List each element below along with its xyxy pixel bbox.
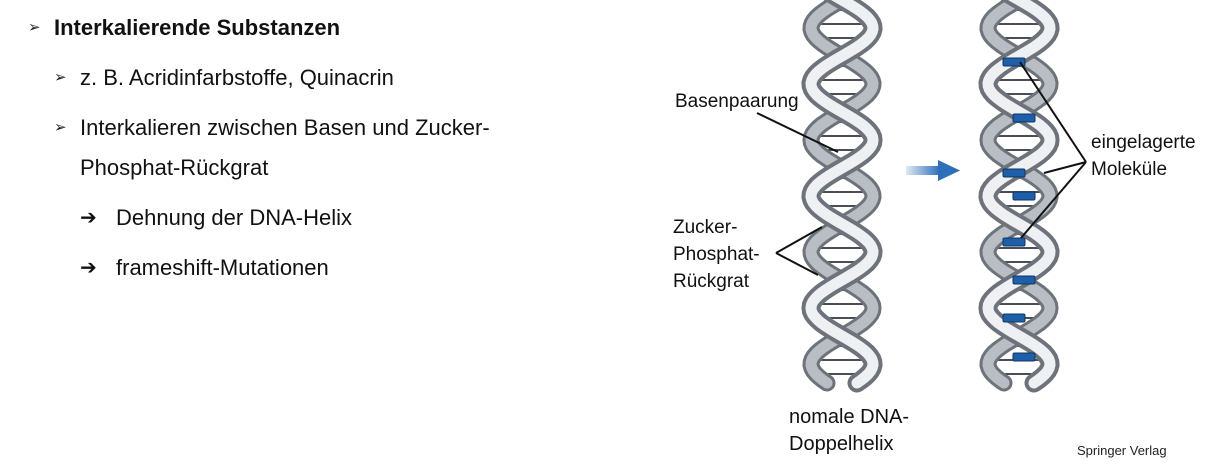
arrow2-text: frameshift-Mutationen: [116, 255, 329, 280]
backbone-strand-front-highlight: [805, 0, 879, 389]
transition-arrow-icon: [906, 160, 960, 181]
arrow1-text: Dehnung der DNA-Helix: [116, 205, 352, 230]
intercalated-molecule: [1012, 275, 1036, 285]
leader-line-molecule-b: [1043, 161, 1087, 174]
chevron-bullet-icon: ➢: [28, 19, 41, 36]
intercalated-molecule: [1002, 313, 1026, 323]
bullet-heading: ➢ Interkalierende Substanzen: [28, 8, 340, 48]
chevron-bullet-icon: ➢: [54, 69, 67, 86]
bullet-arrow2: ➔ frameshift-Mutationen: [80, 248, 329, 288]
leader-line-base-pair: [756, 112, 839, 153]
intercalated-molecule: [1002, 57, 1026, 67]
sub1-text: z. B. Acridinfarbstoffe, Quinacrin: [80, 65, 394, 90]
label-backbone-line2: Phosphat-: [673, 244, 760, 265]
caption-line1: nomale DNA-: [789, 406, 910, 428]
normal-dna-helix: [801, 0, 883, 393]
bullet-sub1: ➢ z. B. Acridinfarbstoffe, Quinacrin: [54, 58, 394, 98]
backbone-strand-back: [979, 0, 1059, 392]
backbone-strand-back: [802, 0, 882, 392]
sub2-text-line1: Interkalieren zwischen Basen und Zucker-: [80, 115, 490, 140]
chevron-bullet-icon: ➢: [54, 119, 67, 136]
intercalated-molecule: [1012, 191, 1036, 201]
backbone-strand-front: [801, 0, 883, 393]
backbone-strand-back-highlight: [805, 0, 879, 389]
intercalated-molecule: [1012, 352, 1036, 362]
label-backbone: Zucker- Phosphat- Rückgrat: [673, 214, 760, 295]
intercalated-molecule: [1012, 113, 1036, 123]
label-intercalated-line2: Moleküle: [1091, 159, 1168, 180]
source-credit: Springer Verlag: [1077, 443, 1167, 458]
label-backbone-line1: Zucker-: [673, 217, 738, 238]
leader-line-backbone-b: [775, 252, 819, 276]
right-arrow-icon: ➔: [80, 257, 97, 279]
label-base-pair: Basenpaarung: [675, 91, 799, 112]
bullet-sub2: ➢ Interkalieren zwischen Basen und Zucke…: [54, 108, 490, 188]
bullet-arrow1: ➔ Dehnung der DNA-Helix: [80, 198, 352, 238]
label-intercalated-molecules: eingelagerte Moleküle: [1091, 129, 1196, 183]
label-backbone-line3: Rückgrat: [673, 271, 750, 292]
sub2-text-line2: Phosphat-Rückgrat: [80, 155, 269, 180]
heading-text: Interkalierende Substanzen: [54, 15, 341, 40]
intercalated-dna-helix: [978, 0, 1060, 393]
backbone-strand-front-highlight: [982, 0, 1056, 389]
backbone-strand-front: [978, 0, 1060, 393]
intercalated-molecule: [1002, 168, 1026, 178]
caption-line2: Doppelhelix: [789, 433, 894, 455]
leader-line-molecule-c: [1020, 161, 1087, 239]
right-arrow-icon: ➔: [80, 207, 97, 229]
label-intercalated-line1: eingelagerte: [1091, 132, 1196, 153]
leader-line-backbone-a: [775, 226, 823, 254]
leader-line-molecule-a: [1019, 61, 1087, 163]
intercalated-molecule: [1002, 237, 1026, 247]
backbone-strand-back-highlight: [982, 0, 1056, 389]
figure-caption: nomale DNA- Doppelhelix: [789, 404, 909, 458]
